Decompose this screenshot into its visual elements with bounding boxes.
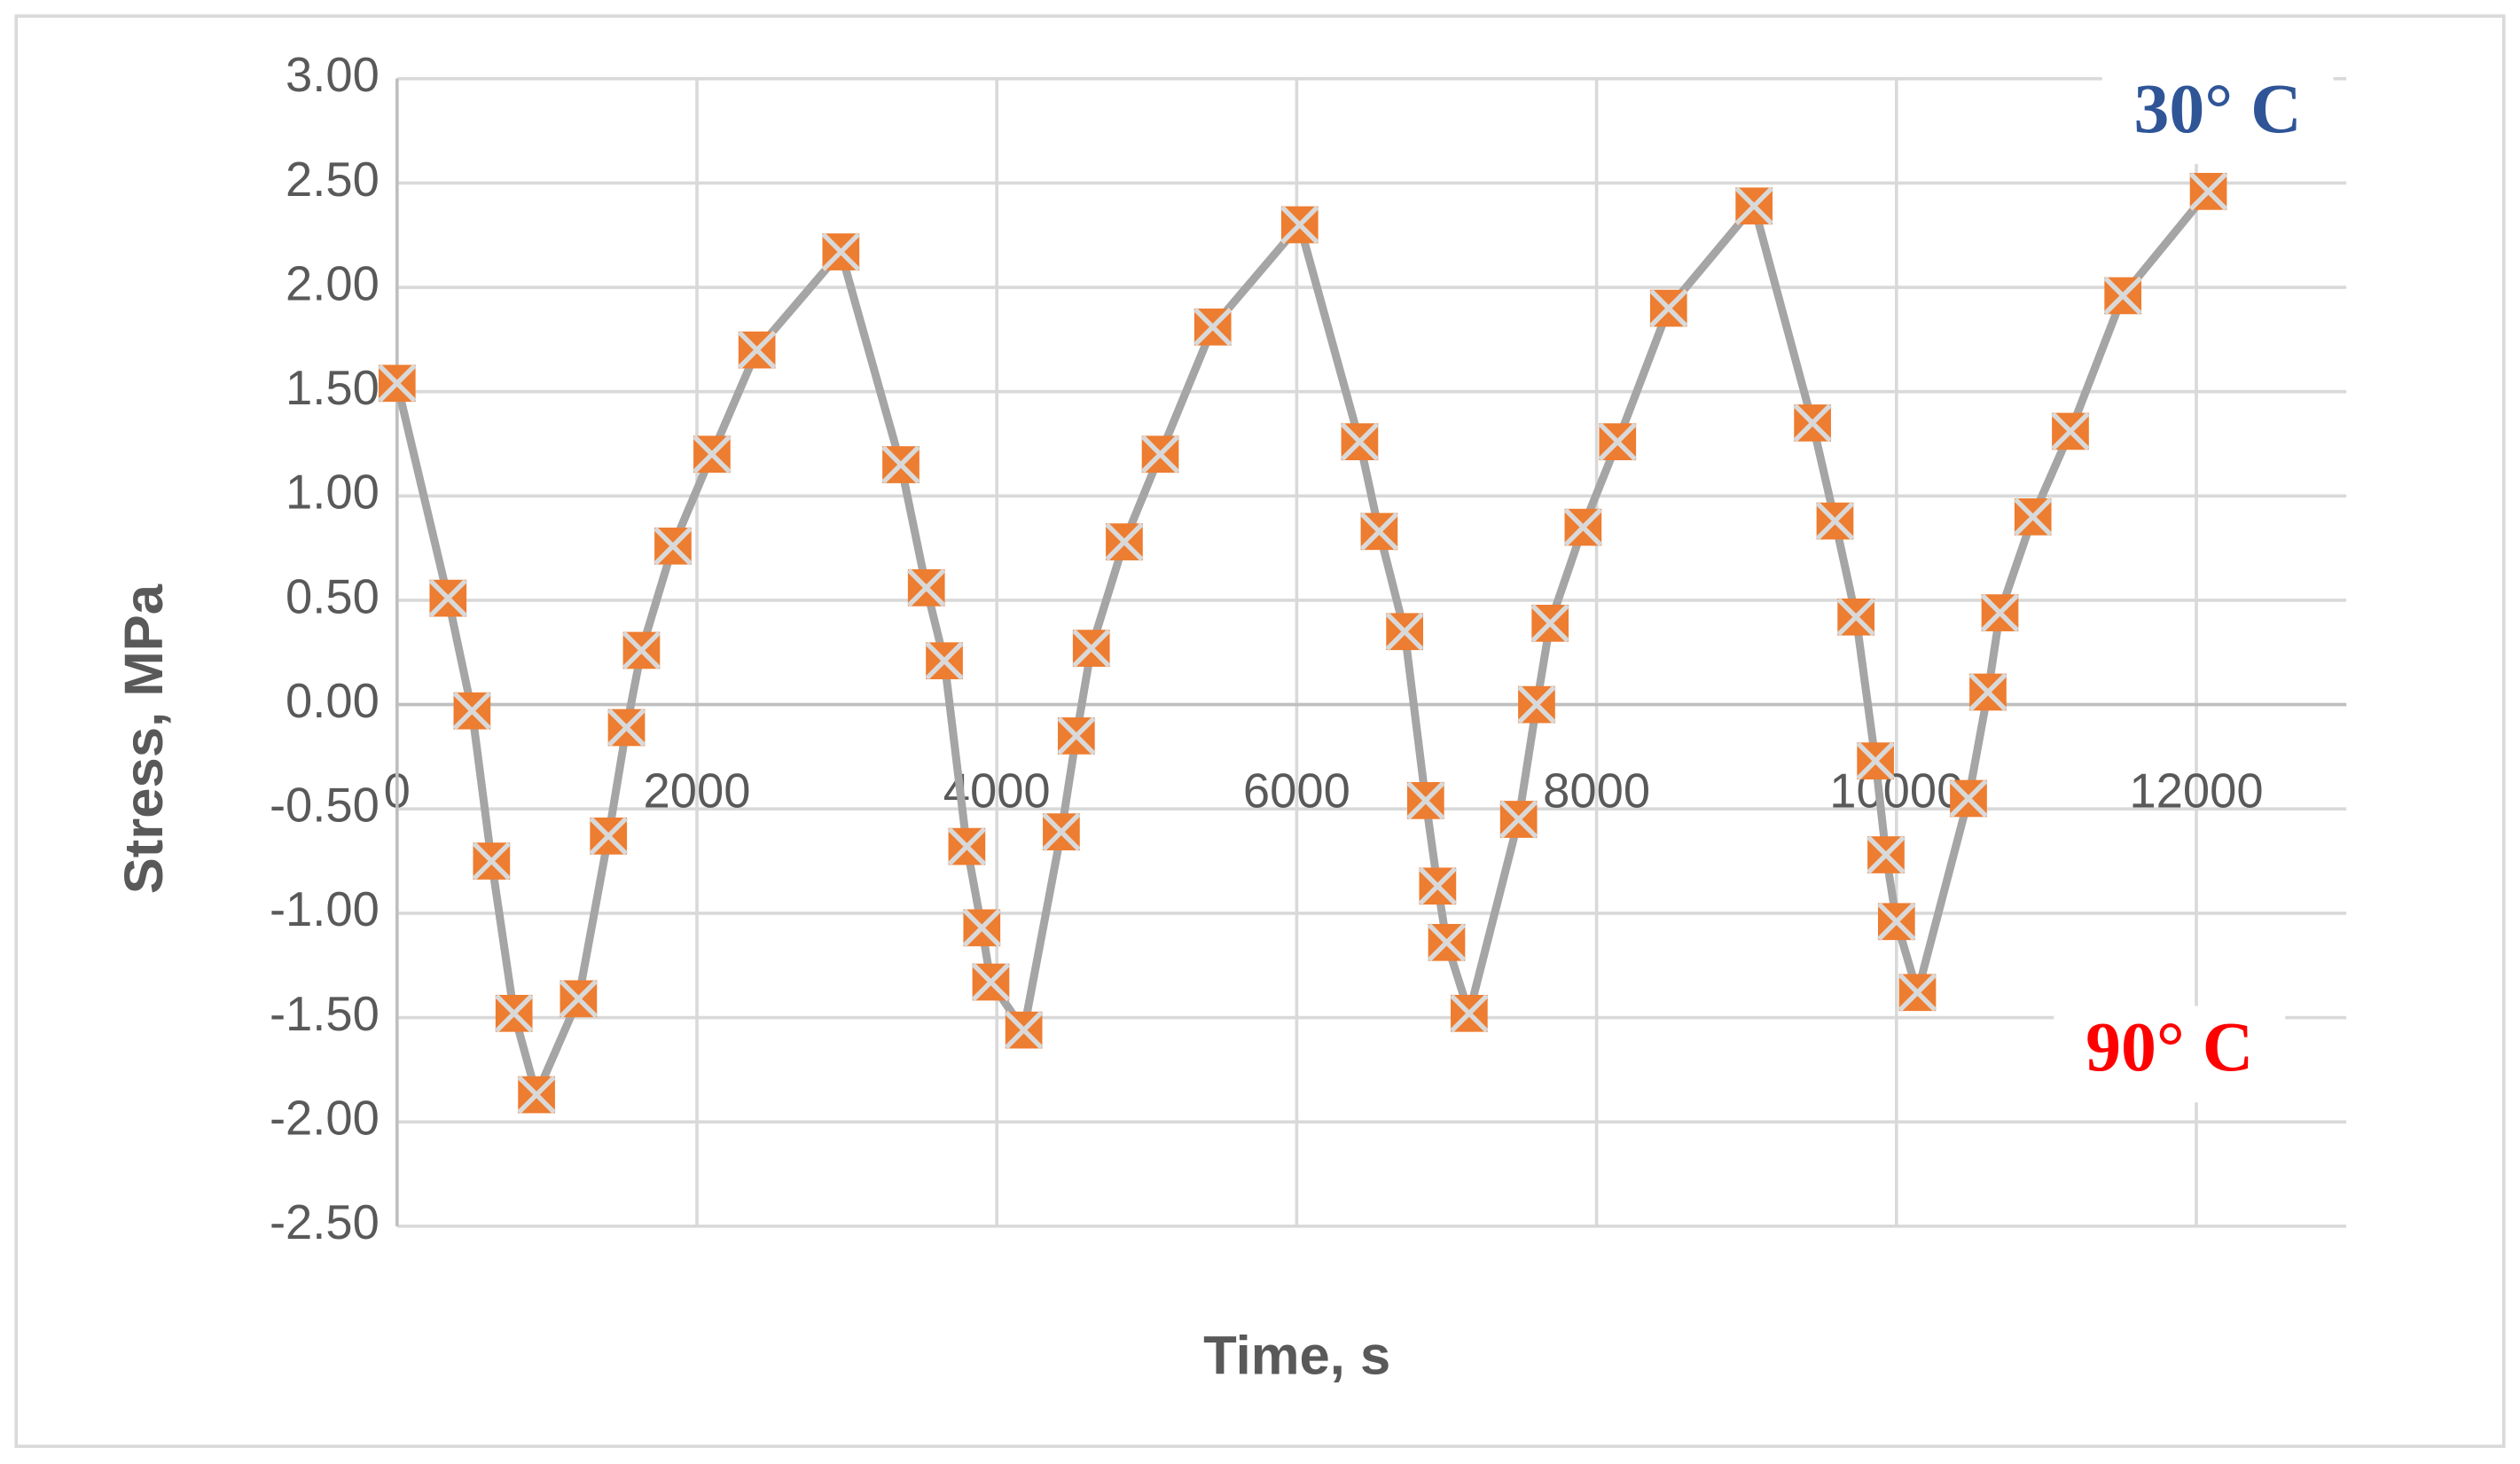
marker-cross: [1876, 902, 1916, 942]
marker-cross: [1280, 205, 1319, 245]
marker-cross: [2013, 497, 2053, 536]
marker-cross: [737, 330, 777, 370]
marker-cross: [607, 708, 646, 748]
marker-cross: [589, 816, 629, 856]
y-tick-label: 2.00: [286, 256, 380, 310]
marker-cross: [962, 908, 1002, 948]
marker-cross: [1071, 629, 1111, 668]
marker-cross: [1968, 672, 2007, 712]
marker-cross: [1867, 835, 1906, 874]
marker-cross: [494, 993, 534, 1033]
chart-border: [14, 14, 2506, 1448]
marker-cross: [881, 445, 920, 484]
x-tick-label: 12000: [2129, 763, 2263, 818]
marker-cross: [1836, 597, 1876, 637]
y-tick-label: -1.00: [270, 882, 380, 936]
y-tick-label: -0.50: [270, 779, 380, 833]
y-tick-label: -2.50: [270, 1195, 380, 1249]
marker-cross: [906, 568, 946, 607]
marker-cross: [653, 526, 693, 566]
marker-cross: [947, 826, 987, 866]
marker-cross: [971, 962, 1011, 1002]
y-tick-label: -1.50: [270, 987, 380, 1041]
x-tick-label: 6000: [1243, 763, 1350, 818]
marker-cross: [1793, 403, 1832, 442]
marker-cross: [925, 641, 964, 681]
marker-cross: [693, 435, 732, 474]
y-tick-label: 0.00: [286, 674, 380, 728]
y-tick-label: -2.00: [270, 1092, 380, 1146]
marker-cross: [1856, 741, 1895, 780]
x-tick-label: 8000: [1543, 763, 1650, 818]
annotation: 30° C: [2134, 70, 2302, 148]
marker-cross: [1563, 507, 1603, 547]
marker-cross: [821, 232, 861, 271]
marker-cross: [2051, 411, 2090, 451]
marker-cross: [1949, 779, 1988, 818]
marker-cross: [1815, 501, 1855, 541]
annotation-bg: [2054, 1006, 2286, 1103]
marker-cross: [1898, 973, 1937, 1013]
marker-cross: [472, 842, 512, 881]
marker-cross: [2188, 171, 2228, 211]
marker-cross: [559, 979, 599, 1019]
y-tick-label: 1.50: [286, 361, 380, 415]
marker-cross: [1450, 993, 1489, 1033]
marker-cross: [622, 630, 661, 670]
marker-cross: [1598, 422, 1638, 462]
marker-cross: [1980, 593, 2020, 632]
y-tick-label: 0.50: [286, 569, 380, 623]
marker-cross: [452, 691, 492, 731]
annotation: 90° C: [2086, 1008, 2253, 1086]
marker-cross: [1405, 780, 1445, 820]
x-tick-label: 2000: [644, 763, 751, 818]
annotation-bg: [2101, 67, 2334, 164]
marker-cross: [1340, 422, 1380, 462]
marker-cross: [2103, 276, 2143, 316]
marker-cross: [1193, 307, 1233, 347]
y-tick-label: 3.00: [286, 48, 380, 102]
x-axis-title: Time, s: [1203, 1325, 1390, 1386]
y-tick-label: 2.50: [286, 153, 380, 207]
marker-cross: [1385, 612, 1425, 652]
y-axis-title: Stress, MPa: [113, 583, 175, 894]
marker-cross: [1517, 685, 1556, 724]
x-tick-label: 10000: [1829, 763, 1963, 818]
marker-cross: [1140, 435, 1180, 474]
marker-cross: [1427, 922, 1467, 962]
marker-cross: [1734, 186, 1774, 226]
marker-cross: [428, 578, 468, 618]
y-tick-label: 1.00: [286, 466, 380, 520]
marker-cross: [1418, 866, 1458, 906]
marker-cross: [1530, 603, 1570, 643]
marker-cross: [1004, 1010, 1044, 1050]
marker-cross: [517, 1075, 556, 1115]
marker-cross: [1648, 288, 1688, 328]
marker-cross: [1042, 812, 1081, 851]
marker-cross: [1359, 512, 1399, 552]
marker-cross: [377, 364, 417, 403]
marker-cross: [1105, 522, 1144, 561]
marker-cross: [1499, 800, 1538, 839]
marker-cross: [1056, 716, 1096, 755]
